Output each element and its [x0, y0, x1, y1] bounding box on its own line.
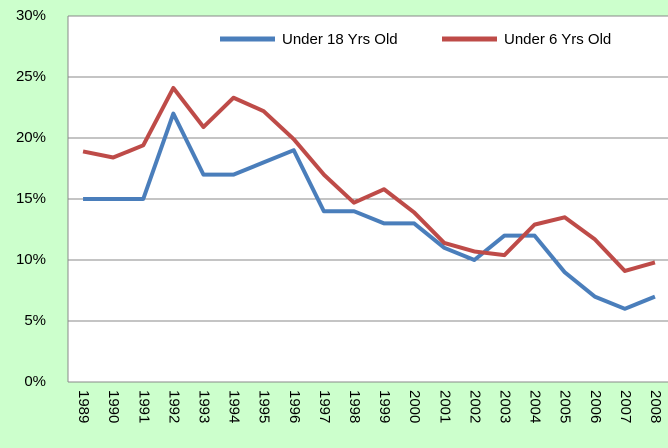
legend-label: Under 18 Yrs Old: [282, 31, 398, 48]
x-tick-label: 1990: [105, 390, 122, 423]
x-tick-label: 1998: [346, 390, 363, 423]
y-tick-label: 0%: [24, 373, 46, 390]
x-tick-label: 1994: [226, 390, 243, 423]
x-tick-label: 2004: [527, 390, 544, 423]
y-tick-label: 30%: [16, 7, 46, 24]
x-tick-label: 2002: [466, 390, 483, 423]
x-tick-label: 1992: [165, 390, 182, 423]
x-tick-label: 1991: [135, 390, 152, 423]
y-tick-label: 25%: [16, 68, 46, 85]
x-tick-label: 2007: [617, 390, 634, 423]
x-tick-label: 2003: [496, 390, 513, 423]
x-tick-label: 2001: [436, 390, 453, 423]
line-series: [83, 111, 656, 311]
x-tick-label: 2005: [557, 390, 574, 423]
x-tick-label: 1996: [286, 390, 303, 423]
line-series: [82, 85, 656, 273]
x-tick-label: 2006: [587, 390, 604, 423]
x-tick-label: 1997: [316, 390, 333, 423]
y-tick-label: 10%: [16, 251, 46, 268]
x-tick-label: 1989: [75, 390, 92, 423]
x-tick-label: 2008: [647, 390, 664, 423]
x-tick-label: 1995: [256, 390, 273, 423]
x-tick-label: 1993: [195, 390, 212, 423]
legend-label: Under 6 Yrs Old: [504, 31, 611, 48]
x-tick-label: 1999: [376, 390, 393, 423]
y-tick-label: 15%: [16, 190, 46, 207]
x-tick-label: 2000: [406, 390, 423, 423]
y-tick-label: 5%: [24, 312, 46, 329]
y-tick-label: 20%: [16, 129, 46, 146]
